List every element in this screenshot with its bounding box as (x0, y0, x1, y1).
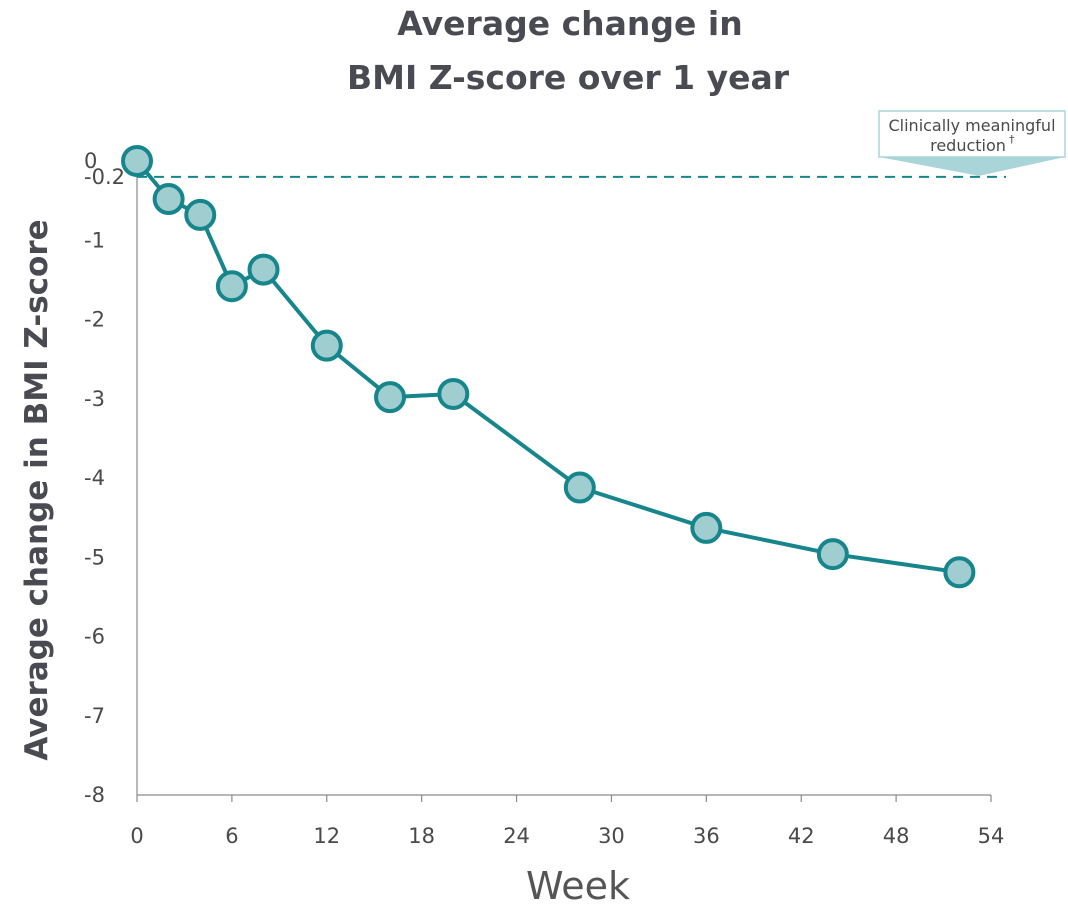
y-tick-label: -3 (84, 387, 105, 411)
x-tick-label: 0 (130, 824, 143, 848)
x-tick-label: 42 (788, 824, 815, 848)
x-tick-label: 48 (883, 824, 910, 848)
x-tick-label: 12 (313, 824, 340, 848)
data-point (816, 538, 849, 571)
chart-title-line-2: BMI Z-score over 1 year (346, 58, 790, 97)
data-point (943, 556, 976, 589)
x-tick-label: 36 (693, 824, 720, 848)
data-point (690, 511, 723, 544)
data-point (437, 377, 470, 410)
series-line (135, 159, 960, 575)
data-point (247, 253, 280, 286)
y-tick-label: -8 (84, 783, 105, 807)
y-tick-label: -1 (84, 228, 105, 252)
data-point (215, 270, 248, 303)
annotation-text-line-1: Clinically meaningful (888, 116, 1055, 135)
y-tick-label: -2 (84, 308, 105, 332)
annotation-box (878, 110, 1066, 158)
x-tick-label: 24 (503, 824, 530, 848)
x-tick-label: 54 (978, 824, 1005, 848)
y-tick-label: -4 (84, 466, 105, 490)
data-point (152, 183, 185, 216)
data-point (374, 381, 407, 414)
data-point (121, 145, 153, 177)
y-tick-label: -7 (84, 704, 105, 728)
annotation-arrow (879, 157, 1065, 176)
data-point (310, 329, 343, 362)
y-tick-label: 0 (84, 149, 97, 173)
annotation-text-line-2: reduction (930, 136, 1006, 155)
data-point (563, 471, 596, 504)
series-group (121, 145, 976, 589)
y-tick-label: -0.2 (84, 165, 125, 189)
y-tick-label: -5 (84, 545, 105, 569)
data-point (184, 198, 217, 231)
x-axis-label: Week (525, 864, 631, 908)
x-tick-label: 30 (598, 824, 625, 848)
chart-title-line-1: Average change in (397, 4, 743, 43)
x-tick-label: 6 (225, 824, 238, 848)
annotation-dagger: † (1009, 133, 1015, 146)
x-tick-label: 18 (408, 824, 435, 848)
axes: 0 6 12 18 24 30 36 42 48 540-0.2-1-2-3-4-5-6-7-8 (84, 149, 1004, 848)
y-tick-label: -6 (84, 625, 105, 649)
